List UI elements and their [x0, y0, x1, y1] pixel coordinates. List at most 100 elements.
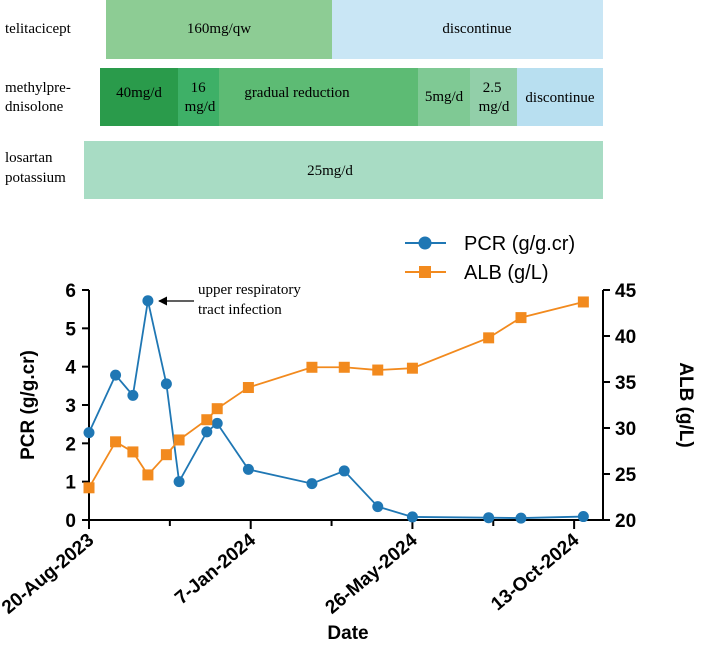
left-y-tick-label: 2 [65, 434, 76, 455]
legend-alb-label: ALB (g/L) [464, 262, 548, 284]
alb-point [160, 449, 172, 461]
x-tick-label: 26-May-2024 [322, 529, 422, 618]
treatment-timeline: telitacicept 160mg/qw discontinue methyl… [5, 0, 603, 199]
x-tick-label: 7-Jan-2024 [171, 529, 260, 609]
right-y-tick-label: 45 [615, 281, 637, 302]
legend-alb-marker [419, 266, 431, 278]
segment-mp-16mg-label-line1: 16 [191, 80, 207, 96]
alb-point [483, 332, 495, 344]
alb-point [515, 312, 527, 324]
alb-point [372, 364, 384, 376]
left-y-axis-title: PCR (g/g.cr) [18, 350, 39, 460]
annotation-text-line1: upper respiratory [198, 282, 301, 298]
drug-label-losartan-line1: losartan [5, 150, 53, 166]
pcr-point [406, 511, 418, 523]
x-ticks: 20-Aug-2023 7-Jan-2024 26-May-2024 13-Oct-2… [0, 520, 584, 618]
svg-text:losartan potassium: losartan potassium [5, 150, 66, 186]
segment-telitacicept-discontinue-label: discontinue [442, 21, 511, 37]
segment-mp-40mg [100, 68, 178, 126]
legend-item-pcr: PCR (g/g.cr) [405, 233, 575, 255]
pcr-point [577, 511, 589, 523]
x-axis-title: Date [327, 623, 368, 644]
alb-point [83, 482, 95, 494]
alb-point [577, 296, 589, 308]
alb-point [306, 361, 318, 373]
alb-point [110, 436, 122, 448]
left-y-tick-label: 6 [65, 281, 76, 302]
legend-pcr-marker [418, 236, 432, 250]
segment-mp-discontinue [517, 68, 603, 126]
pcr-point [372, 501, 384, 513]
left-y-tick-label: 0 [65, 511, 76, 532]
svg-text:16 mg/d: 16 mg/d [185, 80, 216, 115]
pcr-point [515, 512, 527, 524]
segment-mp-5mg [418, 68, 470, 126]
left-y-tick-label: 1 [65, 473, 76, 494]
svg-text:discontinue: discontinue [442, 21, 511, 37]
pcr-point [160, 378, 172, 390]
drug-label-losartan-line2: potassium [5, 170, 66, 186]
segment-mp-16mg-label-line2: mg/d [185, 99, 216, 115]
svg-text:25mg/d: 25mg/d [307, 163, 353, 179]
right-y-tick-label: 40 [615, 327, 636, 348]
alb-point [127, 446, 139, 458]
segment-mp-5mg-label: 5mg/d [425, 89, 464, 105]
svg-text:40mg/d: 40mg/d [116, 85, 162, 101]
right-y-ticks: 20 25 30 35 40 45 [603, 281, 637, 532]
timeline-row-methylprednisolone: methylpre- dnisolone 40mg/d 16 mg/d grad… [5, 68, 603, 126]
segment-mp-gradual-reduction [219, 68, 418, 126]
svg-text:gradual reduction: gradual reduction [244, 85, 350, 101]
series-pcr-line [88, 300, 584, 519]
pcr-point [483, 512, 495, 524]
pcr-point [338, 465, 350, 477]
right-y-tick-label: 35 [615, 373, 637, 394]
drug-label-telitacicept: telitacicept [5, 21, 72, 37]
drug-label-methylprednisolone-line2: dnisolone [5, 99, 64, 115]
segment-telitacicept-dose-label: 160mg/qw [187, 21, 251, 37]
svg-text:upper respiratory tract: upper respiratory tract infection [198, 282, 305, 318]
segment-telitacicept-discontinue [332, 0, 603, 59]
pcr-point [83, 427, 95, 439]
series-pcr [83, 295, 589, 524]
legend-pcr-label: PCR (g/g.cr) [464, 233, 575, 255]
alb-point [242, 382, 254, 394]
svg-text:160mg/qw: 160mg/qw [187, 21, 251, 37]
segment-losartan-25mg-label: 25mg/d [307, 163, 353, 179]
pcr-point [127, 389, 139, 401]
segment-mp-gradual-reduction-label: gradual reduction [244, 85, 350, 101]
chart-legend: PCR (g/g.cr) ALB (g/L) [405, 233, 575, 284]
segment-mp-40mg-label: 40mg/d [116, 85, 162, 101]
pcr-point [306, 478, 318, 490]
segment-mp-2-5mg [470, 68, 517, 126]
series-alb [83, 296, 589, 494]
alb-point [201, 414, 213, 426]
annotation-text-line2: tract infection [198, 302, 282, 318]
right-y-tick-label: 20 [615, 511, 636, 532]
left-y-tick-label: 4 [65, 358, 76, 379]
alb-point [211, 403, 223, 415]
svg-text:5mg/d: 5mg/d [425, 89, 464, 105]
segment-telitacicept-dose [106, 0, 332, 59]
right-y-tick-label: 30 [615, 419, 636, 440]
legend-item-alb: ALB (g/L) [405, 262, 548, 284]
timeline-row-losartan: losartan potassium 25mg/d [5, 141, 603, 199]
segment-mp-2-5mg-label-line1: 2.5 [483, 80, 502, 96]
segment-mp-discontinue-label: discontinue [525, 90, 594, 106]
segment-losartan-25mg [84, 141, 603, 199]
series-alb-line [88, 301, 584, 489]
pcr-point [173, 476, 185, 488]
pcr-point [242, 463, 254, 475]
left-y-tick-label: 5 [65, 319, 76, 340]
segment-mp-16mg [178, 68, 219, 126]
right-y-axis-title: ALB (g/L) [675, 362, 696, 447]
segment-mp-2-5mg-label-line2: mg/d [479, 99, 510, 115]
left-y-ticks: 0 1 2 3 4 5 6 [65, 281, 89, 532]
alb-point [142, 469, 154, 481]
series-layer [83, 295, 589, 524]
alb-point [338, 361, 350, 373]
svg-text:2.5 mg/d: 2.5 mg/d [479, 80, 510, 115]
right-y-tick-label: 25 [615, 465, 637, 486]
left-y-tick-label: 3 [65, 396, 76, 417]
